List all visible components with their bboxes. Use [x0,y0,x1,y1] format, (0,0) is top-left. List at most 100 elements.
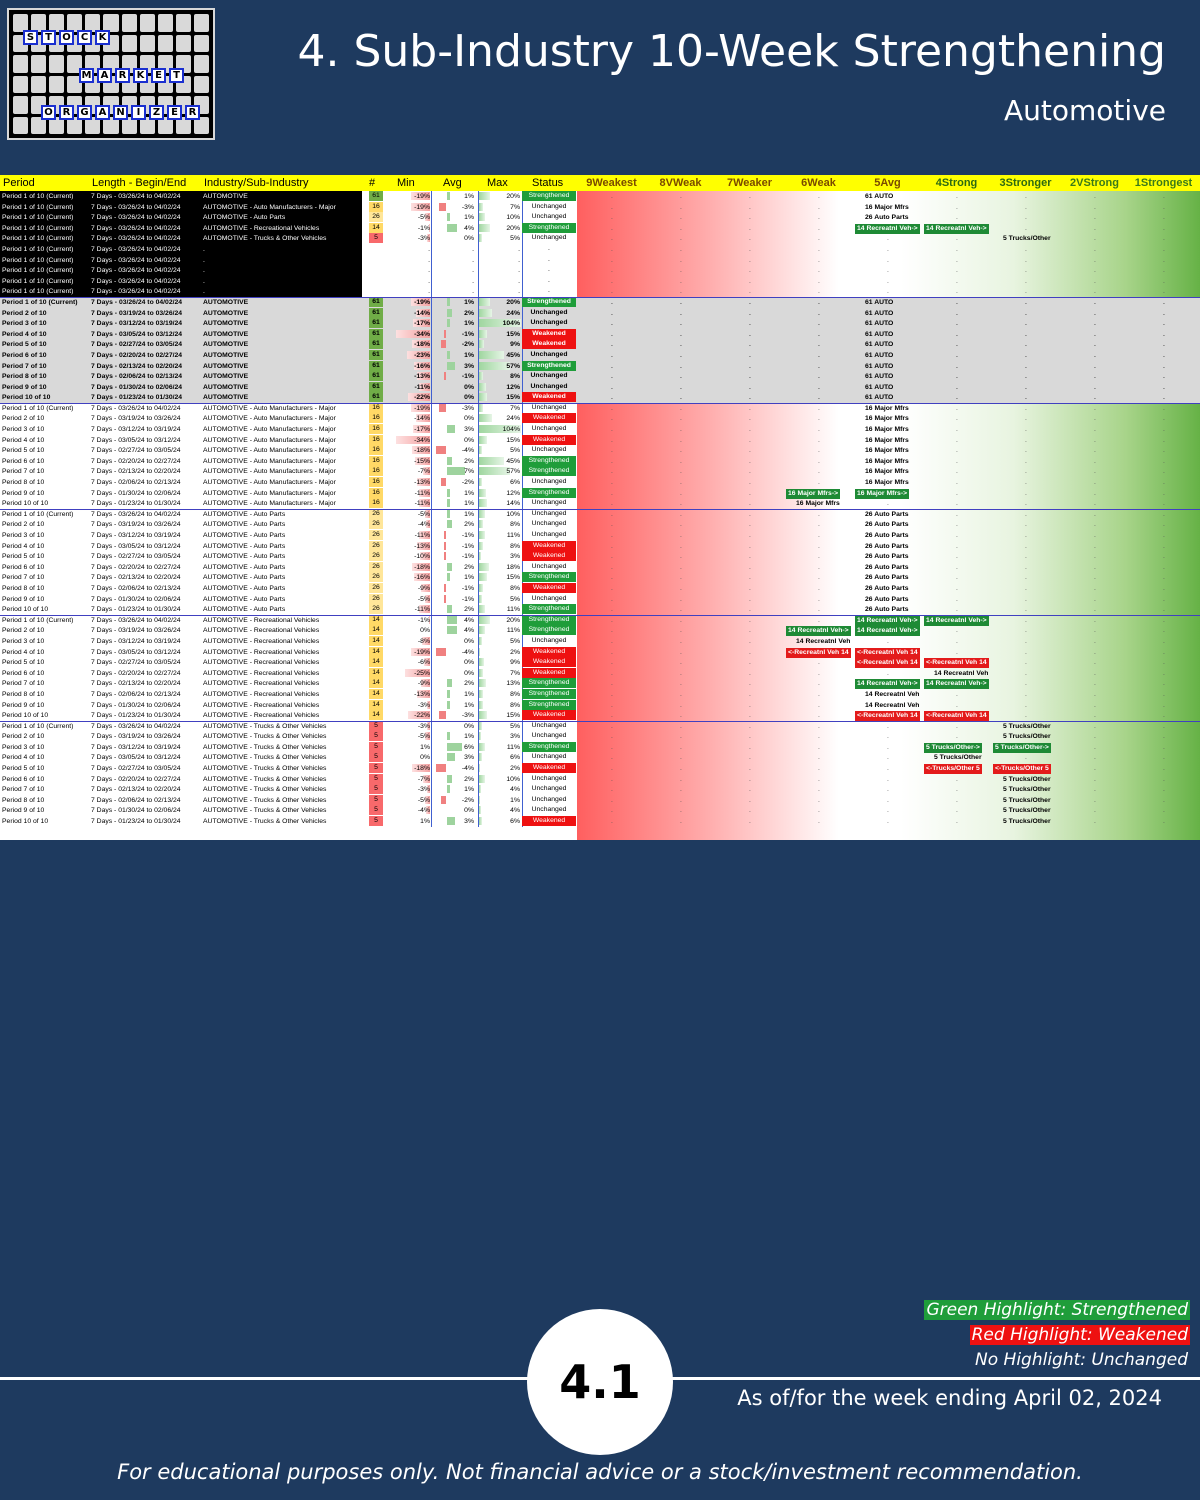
strength-tag: 26 Auto Parts [865,521,909,529]
row-dark-bg [0,265,362,276]
page-subtitle: Automotive [1004,94,1166,127]
strength-cell-dot: . [818,584,820,592]
row-length: 7 Days - 03/26/24 to 04/02/24 [91,288,181,296]
strength-cell-dot: . [818,680,820,688]
row-min: -6% [417,659,430,667]
strength-cell-dot: . [1025,722,1027,730]
row-min: -17% [414,320,430,328]
logo-tile [193,34,209,52]
strength-cell-dot: . [887,436,889,444]
strength-cell-dot: . [956,447,958,455]
strength-cell-dot: . [749,532,751,539]
row-max: 15% [506,436,520,444]
row-status: Strengthened [522,487,576,498]
logo-tile [139,14,155,32]
strength-cell-dot: . [1094,786,1096,794]
row-length: 7 Days - 03/12/24 to 03/19/24 [91,426,181,434]
col-divider [431,635,432,647]
col-divider [522,349,523,361]
strength-cell-dot: . [680,563,682,571]
strength-cell-dot: . [1094,616,1096,624]
col-divider [478,646,479,658]
row-period: Period 10 of 10 [2,712,49,720]
row-status: Weakened [522,392,576,403]
row-industry: AUTOMOTIVE - Trucks & Other Vehicles [203,235,327,243]
row-count [369,265,383,275]
row-length: 7 Days - 03/05/24 to 03/12/24 [91,754,181,762]
col-divider [431,424,432,435]
col-divider [478,254,479,266]
row-length: 7 Days - 02/27/24 to 03/05/24 [91,659,181,667]
strength-cell-dot: . [1163,373,1165,381]
strength-cell-dot: . [680,224,682,232]
strength-tag: 5 Trucks/Other [1003,786,1051,794]
table-row: Period 7 of 10 7 Days - 02/13/24 to 02/20… [0,360,1200,372]
row-industry: AUTOMOTIVE - Auto Parts [203,595,286,603]
col-divider [431,360,432,372]
strength-cell-dot: . [1163,754,1165,762]
col-divider [431,678,432,689]
strength-cell-dot: . [1025,245,1027,253]
row-period: Period 3 of 10 [2,743,45,751]
row-period: Period 10 of 10 [2,606,49,614]
strength-cell-dot: . [611,712,613,720]
strength-cell-dot: . [611,754,613,762]
strength-tag: 5 Trucks/Other [1003,807,1051,815]
table-row: Period 2 of 10 7 Days - 03/19/24 to 03/26… [0,413,1200,425]
row-length: 7 Days - 02/20/24 to 02/27/24 [91,563,181,571]
strength-cell-dot: . [749,394,751,402]
strength-cell-dot: . [818,701,820,709]
row-avg: . [472,245,474,253]
col-divider [431,222,432,234]
row-status: Unchanged [531,213,567,221]
row-length: 7 Days - 03/19/24 to 03/26/24 [91,521,181,529]
strength-cell-dot: . [749,680,751,688]
row-count: 61 [369,307,383,318]
table-row: Period 3 of 10 7 Days - 03/12/24 to 03/19… [0,741,1200,753]
strength-cell-dot: . [956,468,958,476]
strength-cell-dot: . [818,436,820,444]
row-length: 7 Days - 03/12/24 to 03/19/24 [91,637,181,645]
strength-cell-dot: . [1025,786,1027,794]
row-industry: AUTOMOTIVE - Trucks & Other Vehicles [203,722,327,730]
strength-cell-dot: . [818,754,820,762]
col-header: Status [532,177,564,189]
row-max: 5% [510,447,520,455]
strength-cell-dot: . [611,362,613,370]
row-period: Period 9 of 10 [2,701,45,709]
strength-cell-dot: . [1094,733,1096,741]
col-divider [431,191,432,202]
row-max: 5% [510,722,520,730]
strength-cell-dot: . [818,818,820,826]
row-length: 7 Days - 03/26/24 to 04/02/24 [91,235,181,243]
table-row: Period 6 of 10 7 Days - 02/20/24 to 02/27… [0,455,1200,467]
strength-cell-dot: . [749,330,751,338]
col-divider [431,296,432,308]
row-grey-bg [0,296,362,308]
strength-cell-dot: . [611,298,613,306]
min-bar [427,785,430,794]
row-min: -1% [417,224,430,232]
row-status: Weakened [522,657,576,668]
row-industry: AUTOMOTIVE [203,341,249,349]
row-avg: . [472,288,474,296]
strength-cell-dot: . [1163,203,1165,211]
row-max: 6% [510,754,520,762]
row-min: -11% [414,500,430,508]
logo-tile [13,116,29,134]
strength-cell-dot: . [1094,267,1096,275]
row-industry: AUTOMOTIVE - Auto Manufacturers - Major [203,404,336,412]
logo-tile [67,116,83,134]
strength-cell-dot: . [1163,796,1165,804]
min-bar [417,541,430,550]
row-dark-bg [0,233,362,244]
col-divider [478,688,479,700]
row-period: Period 1 of 10 (Current) [2,256,74,264]
row-period: Period 9 of 10 [2,807,45,815]
row-avg: 1% [464,489,474,497]
strength-cell-dot: . [1025,309,1027,317]
row-industry: AUTOMOTIVE [203,383,249,391]
strength-tag: 5 Trucks/Other [1003,796,1051,804]
row-length: 7 Days - 03/26/24 to 04/02/24 [91,616,181,624]
row-length: 7 Days - 01/30/24 to 02/06/24 [91,595,181,603]
